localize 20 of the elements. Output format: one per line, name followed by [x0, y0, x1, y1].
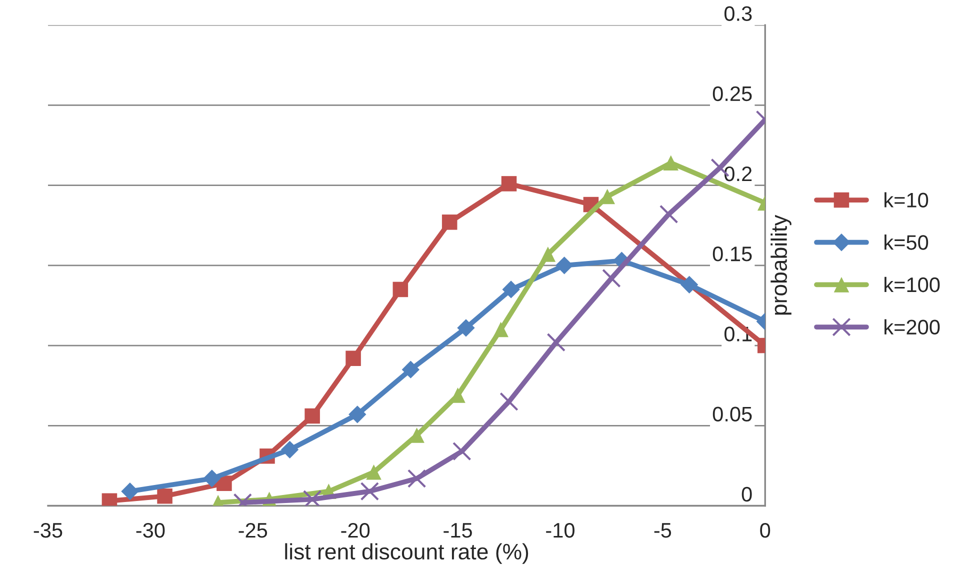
- y-tick-label: 0: [742, 486, 752, 502]
- legend-label: k=50: [884, 234, 928, 250]
- x-tick-label: -5: [654, 523, 672, 538]
- x-tick-label: -30: [136, 522, 165, 538]
- y-axis-title: probability: [770, 214, 792, 315]
- legend-label: k=100: [884, 276, 940, 292]
- x-tick-label: -10: [546, 522, 574, 538]
- legend-label: k=200: [884, 319, 940, 335]
- y-tick-label: 0.05: [712, 406, 752, 422]
- x-tick-label: 0: [760, 522, 770, 538]
- x-axis-title: list rent discount rate (%): [285, 543, 528, 564]
- y-tick-label: 0.25: [712, 86, 752, 102]
- y-tick-label: 0.15: [712, 246, 752, 262]
- x-tick-label: -25: [238, 522, 268, 538]
- y-tick-label: 0.2: [724, 166, 752, 182]
- x-tick-label: -35: [34, 522, 62, 538]
- y-tick-label: 0.3: [724, 6, 752, 21]
- legend-label: k=10: [884, 192, 928, 208]
- x-tick-label: -15: [444, 523, 472, 538]
- x-tick-label: -20: [341, 522, 370, 538]
